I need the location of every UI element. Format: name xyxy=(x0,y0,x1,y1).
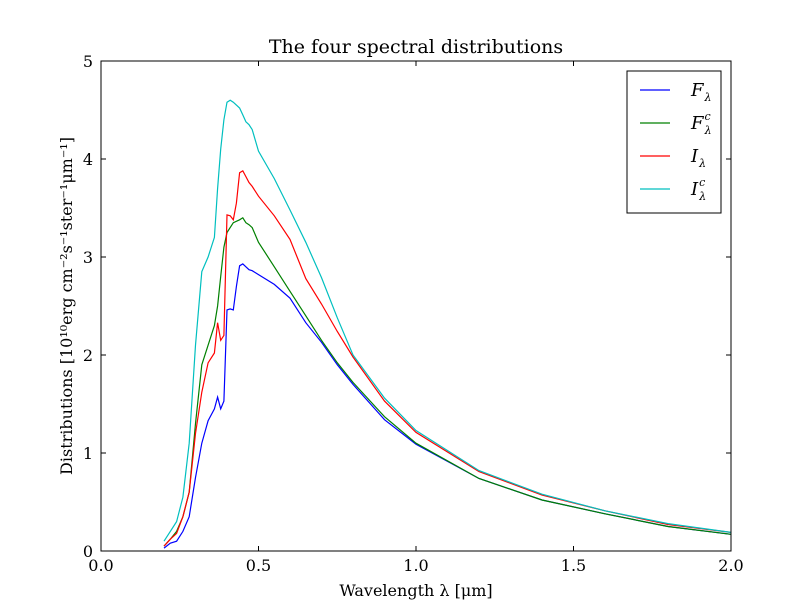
y-axis-label: Distributions [10¹⁰erg cm⁻²s⁻¹ster⁻¹μm⁻¹… xyxy=(57,137,76,475)
y-tick-label-4: 4 xyxy=(83,150,93,169)
x-axis-label: Wavelength λ [μm] xyxy=(339,581,492,600)
legend-label-1: Fc λ xyxy=(690,110,712,137)
x-tick-label-0: 0.0 xyxy=(88,556,113,575)
x-tick-label-3: 1.5 xyxy=(561,556,586,575)
series-layer xyxy=(163,99,732,549)
legend-label-2: Iλ xyxy=(690,146,706,170)
series-line-1 xyxy=(163,216,732,547)
series-line-0 xyxy=(163,263,732,549)
series-line-2 xyxy=(163,169,732,547)
series-line-3 xyxy=(163,99,732,542)
y-tick-label-0: 0 xyxy=(83,542,93,561)
y-tick-label-3: 3 xyxy=(83,248,93,267)
legend-frame xyxy=(626,70,722,214)
x-tick-label-1: 0.5 xyxy=(246,556,271,575)
x-tick-label-2: 1.0 xyxy=(403,556,428,575)
y-tick-label-5: 5 xyxy=(83,52,93,71)
legend-label-0: Fλ xyxy=(690,80,711,104)
chart-title: The four spectral distributions xyxy=(269,36,563,58)
x-tick-label-4: 2.0 xyxy=(718,556,743,575)
y-tick-label-1: 1 xyxy=(83,444,93,463)
legend: Fλ Fc λ Iλ Ic λ xyxy=(626,70,722,214)
legend-label-3: Ic λ xyxy=(690,176,706,203)
y-tick-label-2: 2 xyxy=(83,346,93,365)
plot-frame xyxy=(100,60,732,552)
